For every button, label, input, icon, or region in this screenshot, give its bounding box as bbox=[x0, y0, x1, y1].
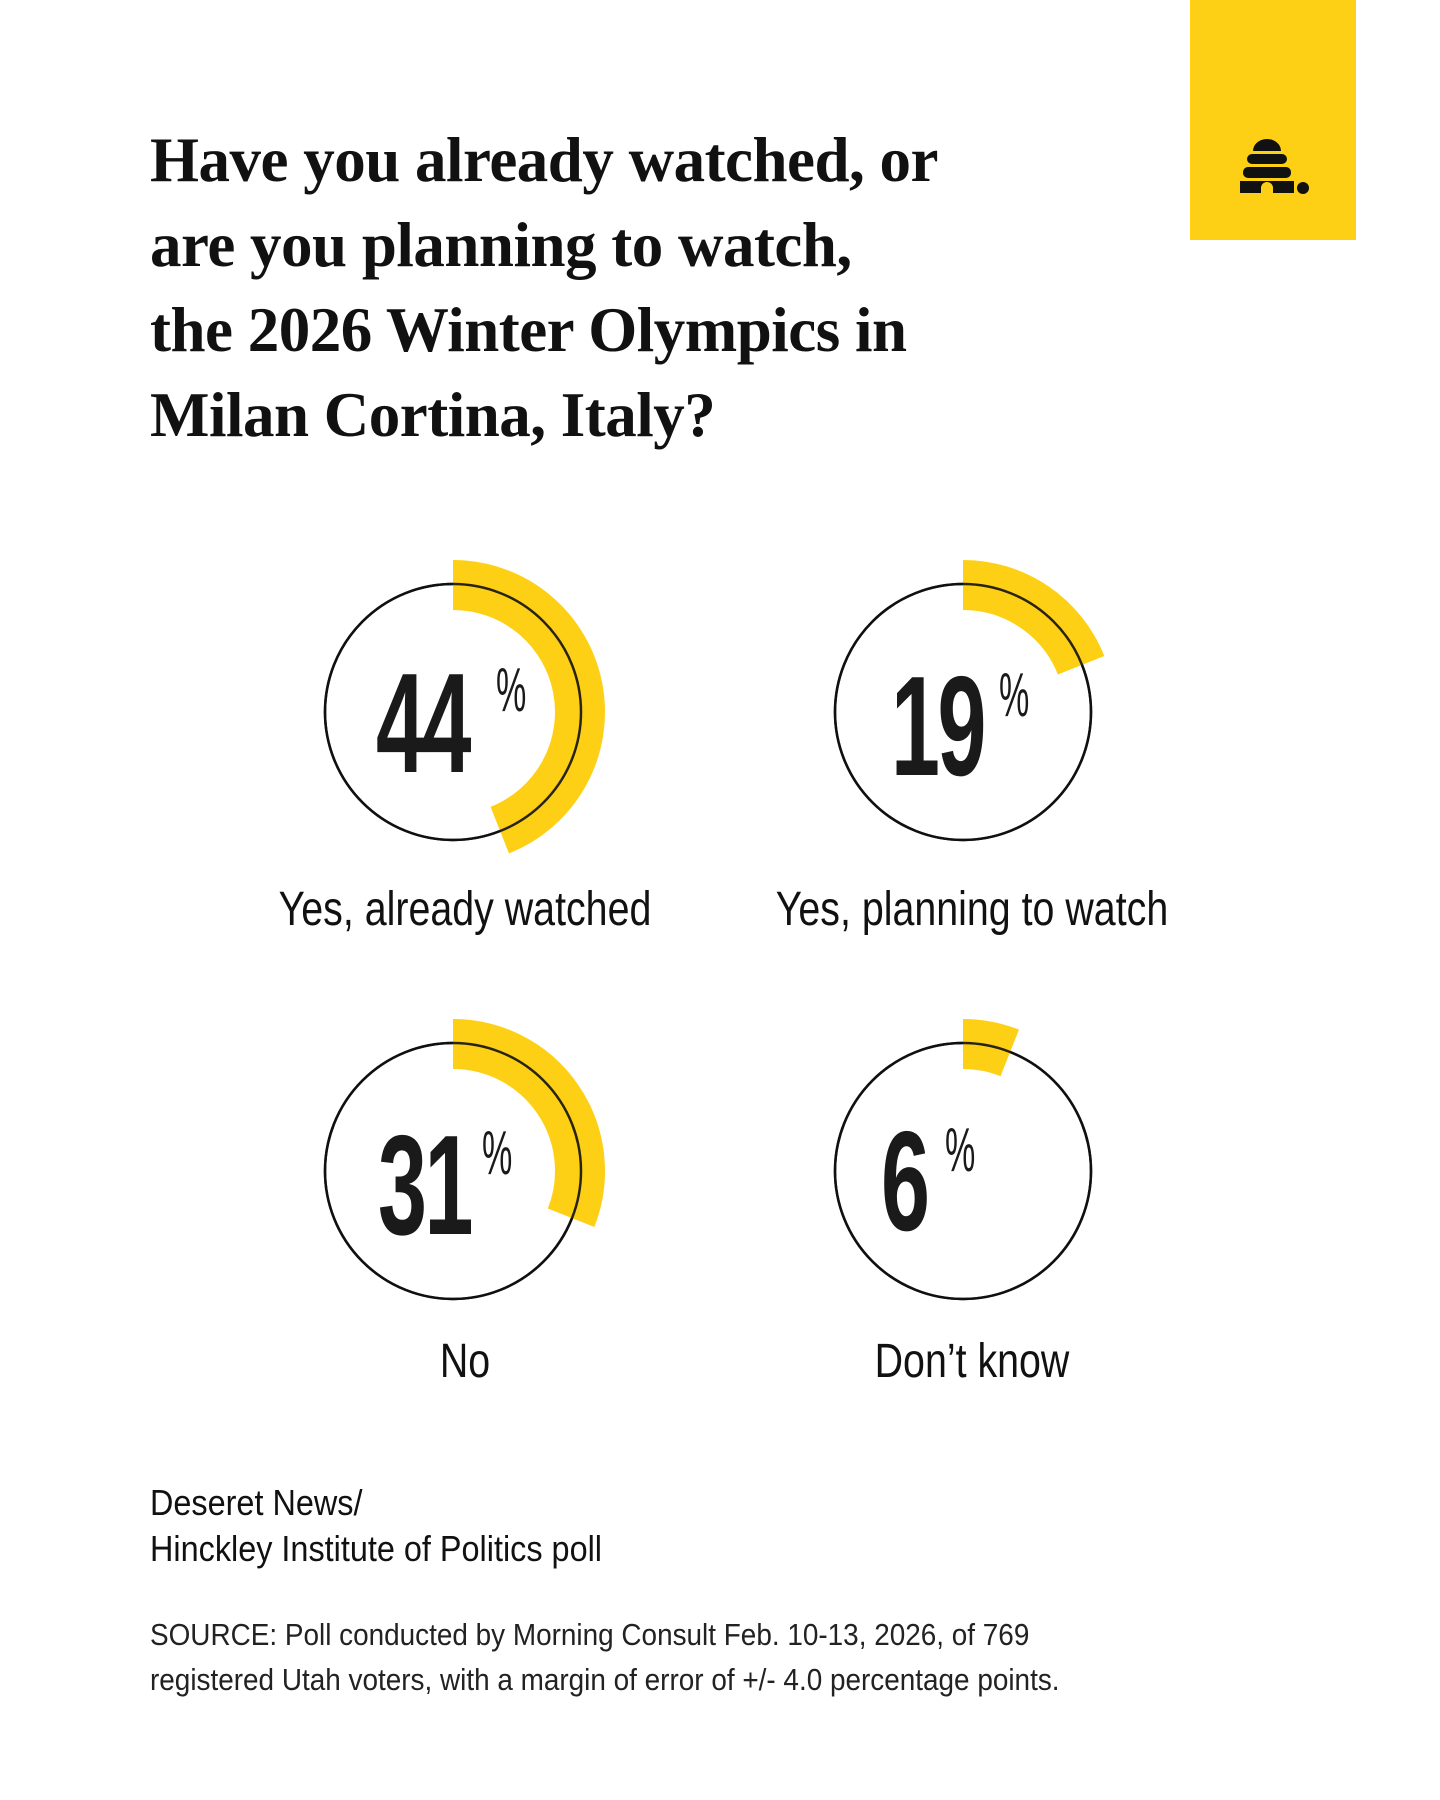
progress-ring bbox=[833, 1019, 1093, 1301]
stat-dont-know: 6 % bbox=[753, 961, 1173, 1381]
title-line: Have you already watched, or bbox=[150, 125, 939, 195]
beehive-icon bbox=[1240, 139, 1309, 194]
progress-ring bbox=[323, 560, 605, 854]
stat-no: 31 % bbox=[243, 961, 663, 1381]
progress-ring bbox=[323, 1019, 605, 1301]
percent-sign: % bbox=[999, 661, 1030, 730]
stat-label: Yes, planning to watch bbox=[775, 883, 1169, 936]
stat-label: Don’t know bbox=[874, 1335, 1070, 1388]
stat-already-watched: 44 % bbox=[243, 502, 663, 922]
title-line: Milan Cortina, Italy? bbox=[150, 380, 716, 450]
source-line: SOURCE: Poll conducted by Morning Consul… bbox=[150, 1617, 1030, 1652]
title-line: are you planning to watch, bbox=[150, 210, 852, 280]
stat-value: 31 bbox=[378, 1106, 473, 1265]
stat-value: 44 bbox=[376, 644, 471, 803]
percent-sign: % bbox=[482, 1119, 513, 1188]
stat-label: Yes, already watched bbox=[278, 883, 652, 936]
credit-line: Hinckley Institute of Politics poll bbox=[150, 1528, 602, 1569]
page-title: Have you already watched, or are you pla… bbox=[150, 118, 1130, 458]
stat-label: No bbox=[439, 1335, 491, 1388]
source-line: registered Utah voters, with a margin of… bbox=[150, 1662, 1060, 1697]
progress-ring bbox=[833, 560, 1105, 842]
stat-value: 19 bbox=[891, 647, 986, 806]
progress-arc bbox=[452, 1019, 605, 1227]
stat-value: 6 bbox=[881, 1102, 930, 1261]
title-line: the 2026 Winter Olympics in bbox=[150, 295, 907, 365]
brand-logo-block bbox=[1190, 0, 1356, 240]
percent-sign: % bbox=[496, 656, 527, 725]
source-note: SOURCE: Poll conducted by Morning Consul… bbox=[150, 1612, 1060, 1702]
poll-credit: Deseret News/ Hinckley Institute of Poli… bbox=[150, 1480, 602, 1572]
percent-sign: % bbox=[945, 1116, 976, 1185]
stat-planning-to-watch: 19 % bbox=[753, 502, 1173, 922]
credit-line: Deseret News/ bbox=[150, 1482, 363, 1523]
